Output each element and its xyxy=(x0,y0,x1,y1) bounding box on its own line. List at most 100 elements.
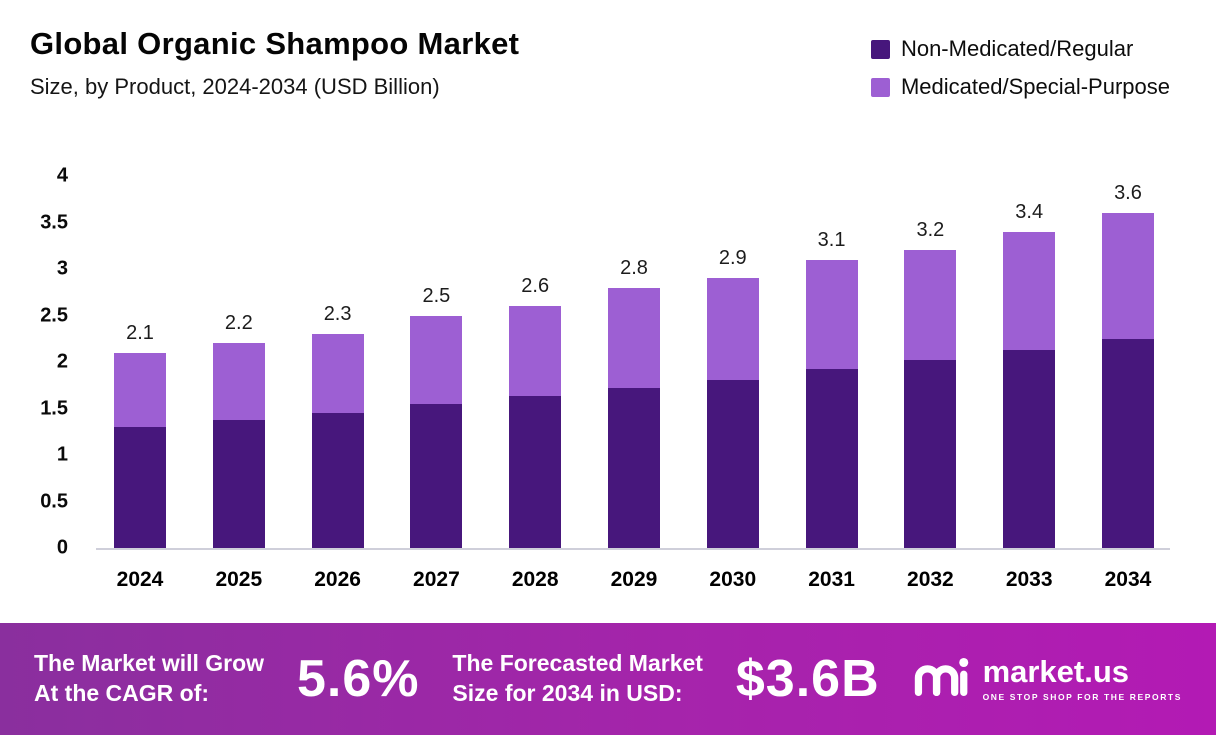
stacked-bar: 3.4 xyxy=(1003,176,1056,548)
stacked-bar: 2.1 xyxy=(114,176,166,548)
y-tick-label: 0.5 xyxy=(40,490,68,512)
forecast-value: $3.6B xyxy=(735,650,880,708)
bar-segment-medicated xyxy=(1003,231,1056,350)
forecast-label: The Forecasted Market Size for 2034 in U… xyxy=(452,649,703,709)
y-tick-label: 3.5 xyxy=(40,211,68,233)
bar-column: 2.9 2030 xyxy=(706,176,759,592)
x-axis-label: 2027 xyxy=(413,568,460,591)
bar-segment-non-medicated xyxy=(509,396,562,548)
bar-segment-non-medicated xyxy=(1003,349,1056,548)
x-axis-label: 2030 xyxy=(709,568,757,591)
chart-subtitle: Size, by Product, 2024-2034 (USD Billion… xyxy=(30,74,440,99)
x-axis-label: 2032 xyxy=(907,568,954,591)
bar-segment-medicated xyxy=(805,259,858,370)
bar-segment-medicated xyxy=(706,278,759,380)
bar-segment-medicated xyxy=(114,352,166,428)
market-us-logo-icon xyxy=(913,656,971,703)
brand-tagline: ONE STOP SHOP FOR THE REPORTS xyxy=(982,692,1182,702)
bar-value-label: 3.4 xyxy=(1015,200,1044,223)
bar-column: 3.1 2031 xyxy=(805,176,858,592)
x-axis-label: 2026 xyxy=(314,568,361,591)
legend-label: Medicated/Special-Purpose xyxy=(900,74,1170,99)
brand-name: market.us xyxy=(982,654,1130,689)
legend-label: Non-Medicated/Regular xyxy=(900,36,1134,61)
brand-text: market.us ONE STOP SHOP FOR THE REPORTS xyxy=(983,656,1182,702)
cagr-label: The Market will Grow At the CAGR of: xyxy=(34,649,264,709)
bar-value-label: 3.1 xyxy=(817,228,846,251)
bar-segment-medicated xyxy=(1101,213,1154,339)
x-axis-label: 2029 xyxy=(610,568,658,591)
cagr-label-line1: The Market will Grow xyxy=(34,650,265,677)
x-axis-label: 2025 xyxy=(215,568,263,591)
bar-value-label: 2.5 xyxy=(422,284,451,307)
bar-value-label: 2.9 xyxy=(718,247,747,270)
footer-banner: The Market will Grow At the CAGR of: 5.6… xyxy=(0,623,1216,735)
legend-item-medicated: Medicated/Special-Purpose xyxy=(870,74,1170,100)
y-tick-label: 2 xyxy=(56,350,68,373)
bar-value-label: 2.3 xyxy=(323,303,352,326)
x-axis-label: 2034 xyxy=(1104,568,1152,591)
y-tick-label: 1 xyxy=(56,443,68,466)
legend-item-non-medicated: Non-Medicated/Regular xyxy=(870,36,1170,62)
bar-value-label: 3.6 xyxy=(1114,182,1142,205)
bar-segment-non-medicated xyxy=(114,427,166,548)
bar-segment-non-medicated xyxy=(805,369,858,548)
bar-column: 3.4 2033 xyxy=(1003,176,1056,592)
stacked-bar: 2.2 xyxy=(212,176,265,548)
forecast-label-line1: The Forecasted Market xyxy=(452,650,703,677)
y-tick-label: 0 xyxy=(56,536,68,559)
cagr-label-line2: At the CAGR of: xyxy=(34,680,210,706)
x-axis-label: 2031 xyxy=(808,568,855,591)
bar-value-label: 3.2 xyxy=(916,219,945,242)
header: Global Organic Shampoo Market Size, by P… xyxy=(0,0,1216,100)
stacked-bar: 3.6 xyxy=(1101,176,1154,548)
bar-segment-non-medicated xyxy=(410,403,463,548)
title-block: Global Organic Shampoo Market Size, by P… xyxy=(30,26,519,100)
stacked-bar: 2.5 xyxy=(410,176,463,548)
bar-segment-non-medicated xyxy=(904,360,957,548)
y-tick-label: 3 xyxy=(56,257,68,280)
bar-segment-non-medicated xyxy=(311,413,364,548)
stacked-bar: 2.8 xyxy=(607,176,660,548)
x-axis-label: 2028 xyxy=(511,568,559,591)
stacked-bar-chart: 0 0.5 1 1.5 2 2.5 3 3.5 4 2.1 2024 2.2 2025 2.3 2026 2… xyxy=(0,165,1216,592)
bar-column: 2.2 2025 xyxy=(212,176,265,592)
legend: Non-Medicated/Regular Medicated/Special-… xyxy=(870,26,1170,100)
bar-segment-non-medicated xyxy=(607,388,660,548)
forecast-label-line2: Size for 2034 in USD: xyxy=(452,680,683,706)
y-tick-label: 2.5 xyxy=(40,304,68,326)
chart-title: Global Organic Shampoo Market xyxy=(30,26,520,61)
bar-column: 3.6 2034 xyxy=(1101,176,1154,592)
x-axis-label: 2033 xyxy=(1005,568,1053,591)
bar-column: 2.1 2024 xyxy=(114,176,166,592)
bar-column: 2.6 2028 xyxy=(509,176,562,592)
bar-column: 2.3 2026 xyxy=(311,176,364,592)
x-axis-label: 2024 xyxy=(116,568,164,591)
y-tick-label: 4 xyxy=(56,164,68,187)
bar-column: 3.2 2032 xyxy=(904,176,957,592)
bar-segment-non-medicated xyxy=(706,379,759,548)
bar-value-label: 2.8 xyxy=(620,256,648,279)
bar-segment-medicated xyxy=(410,315,463,404)
bar-segment-medicated xyxy=(509,306,562,397)
stacked-bar: 2.9 xyxy=(706,176,759,548)
legend-swatch-non-medicated xyxy=(870,39,890,59)
stacked-bar: 3.2 xyxy=(904,176,957,548)
bar-value-label: 2.6 xyxy=(521,275,550,298)
stacked-bar: 2.3 xyxy=(311,176,364,548)
stacked-bar: 2.6 xyxy=(509,176,562,548)
cagr-value: 5.6% xyxy=(296,650,420,708)
plot-area: 2.1 2024 2.2 2025 2.3 2026 2.5 2027 2.6 2028 2.8 20… xyxy=(96,176,1170,592)
bar-column: 2.5 2027 xyxy=(410,176,463,592)
y-tick-label: 1.5 xyxy=(40,397,68,419)
bar-column: 2.8 2029 xyxy=(607,176,660,592)
bar-segment-non-medicated xyxy=(1101,338,1154,548)
x-axis-line xyxy=(96,548,1170,550)
bar-segment-medicated xyxy=(311,334,364,414)
legend-swatch-medicated xyxy=(870,77,890,97)
bar-segment-medicated xyxy=(607,287,660,389)
market-us-logo: market.us ONE STOP SHOP FOR THE REPORTS xyxy=(913,656,1182,703)
bar-segment-medicated xyxy=(904,250,957,361)
bar-value-label: 2.1 xyxy=(126,321,154,344)
